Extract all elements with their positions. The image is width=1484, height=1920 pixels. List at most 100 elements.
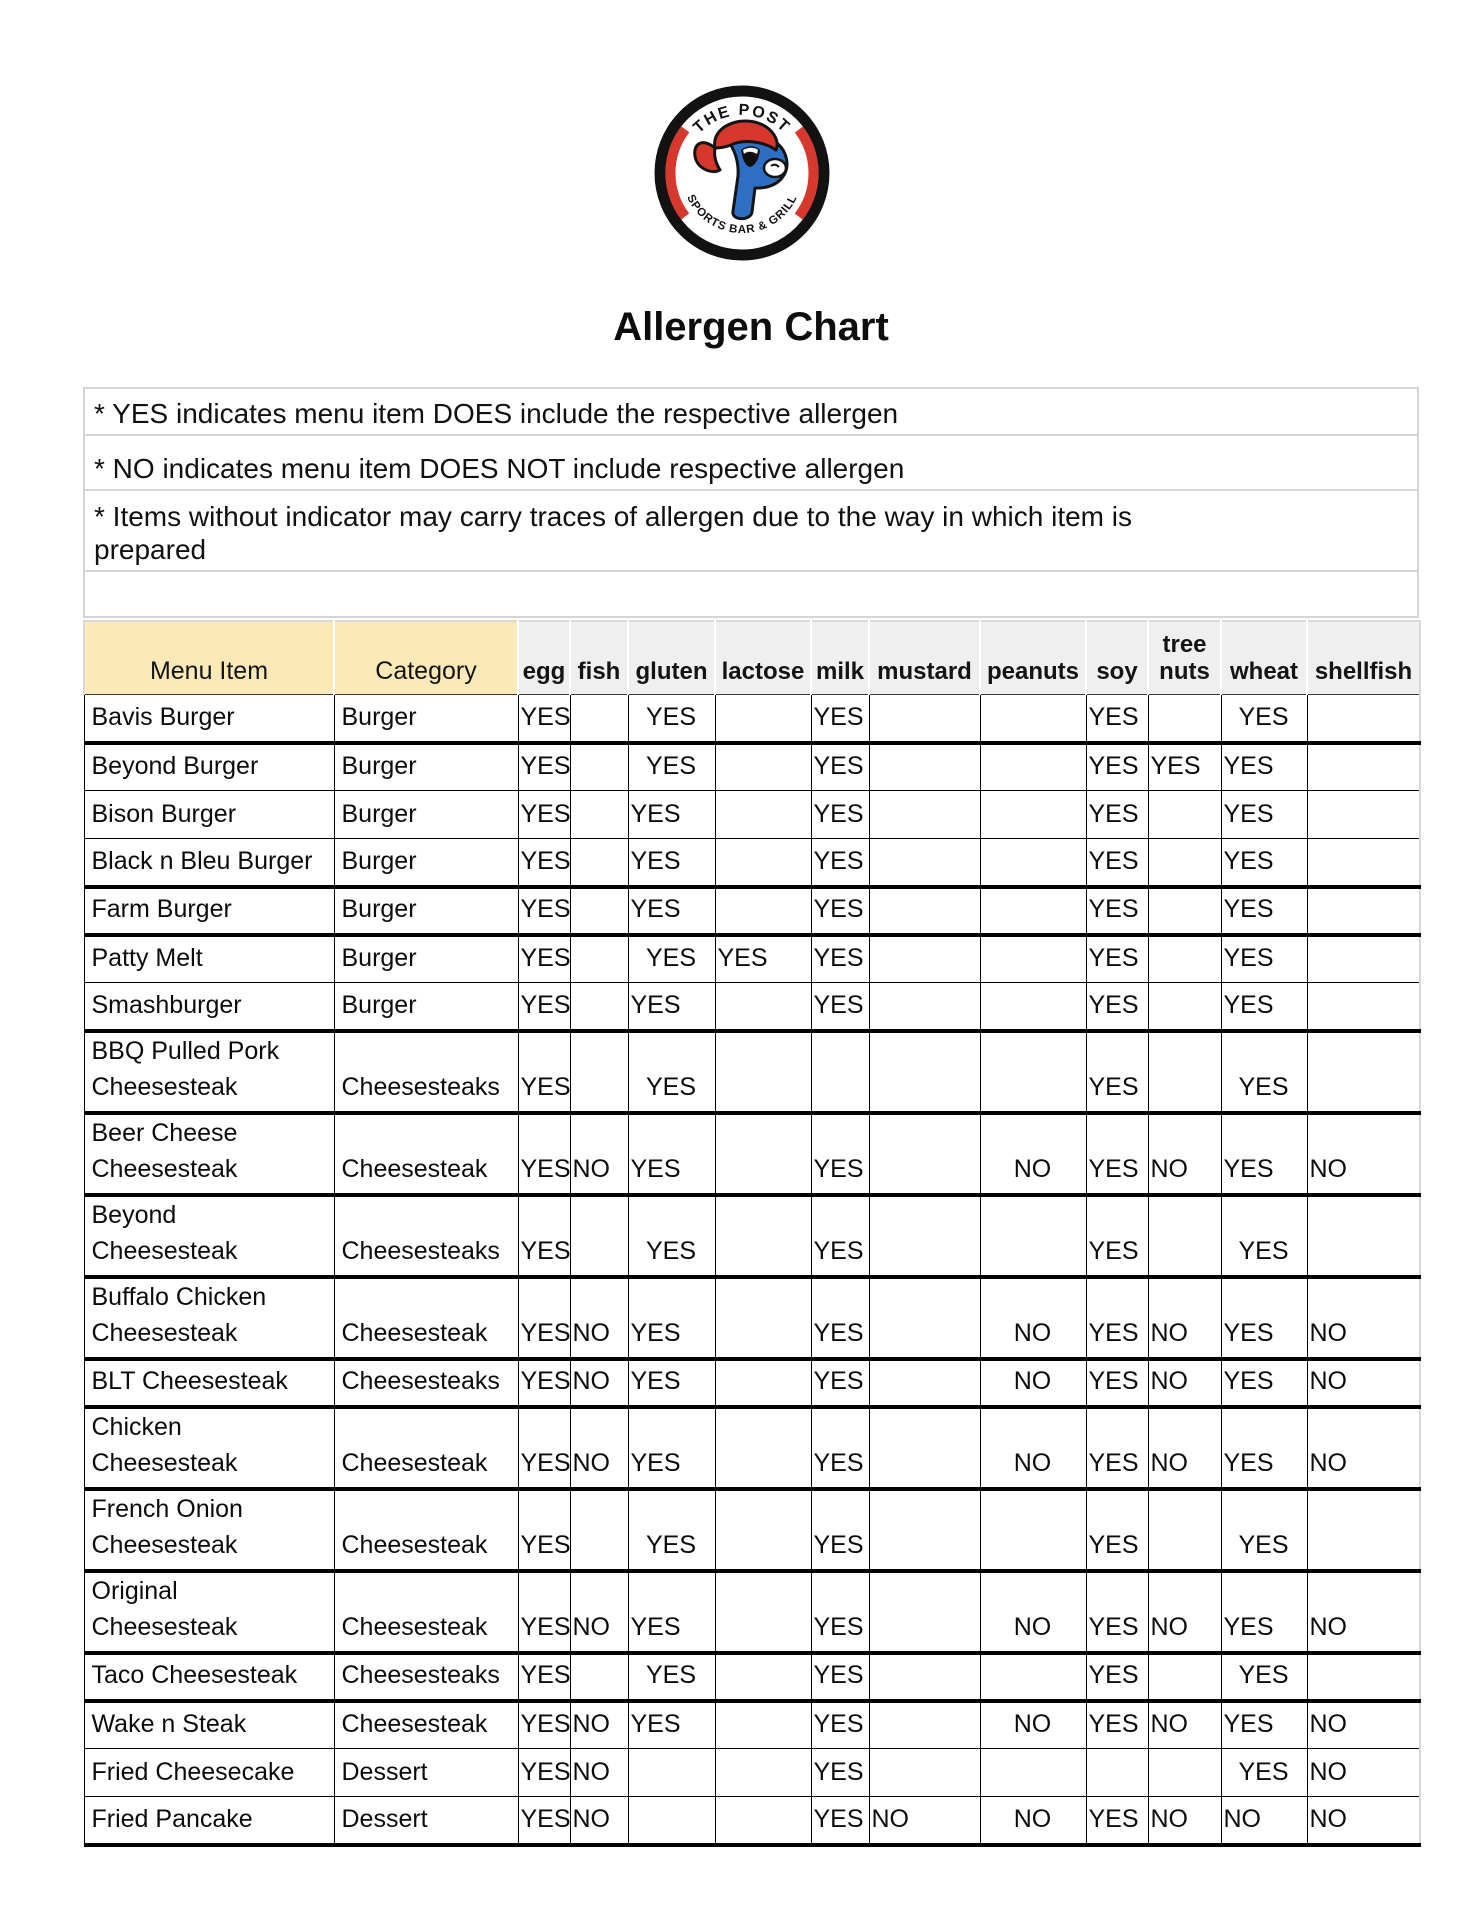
allergen-value-cell-tree-nuts — [1147, 982, 1222, 1033]
allergen-value-cell-wheat: YES — [1220, 1276, 1308, 1361]
note-traces: * Items without indicator may carry trac… — [85, 491, 1417, 572]
logo-red-arcs — [665, 96, 819, 250]
allergen-value-cell-gluten: YES — [627, 694, 716, 745]
allergen-value-cell-milk: YES — [810, 1652, 870, 1703]
allergen-value-cell-egg: YES — [517, 1652, 571, 1703]
allergen-value-cell-mustard — [868, 742, 981, 791]
allergen-value-cell-milk: YES — [810, 1406, 870, 1491]
allergen-value-cell-shellfish: NO — [1306, 1796, 1421, 1847]
page-title: Allergen Chart — [613, 305, 889, 349]
note-no: * NO indicates menu item DOES NOT includ… — [85, 436, 1417, 491]
table-row: French Onion Cheesesteak Cheesesteak YES YE… — [83, 1488, 1421, 1573]
allergen-value-cell-fish — [569, 886, 629, 937]
allergen-value-cell-shellfish: NO — [1306, 1700, 1421, 1749]
mascot-teeth — [743, 147, 758, 154]
allergen-value-cell-shellfish: NO — [1306, 1358, 1421, 1409]
allergen-value-cell-peanuts — [979, 982, 1087, 1033]
column-header-peanuts: peanuts — [979, 620, 1087, 695]
table-row: Original Cheesesteak Cheesesteak YES NO YES Y… — [83, 1570, 1421, 1655]
allergen-value-cell-wheat: YES — [1220, 934, 1308, 983]
allergen-value-cell-fish — [569, 982, 629, 1033]
allergen-table: Menu Item Category egg fish gluten lacto… — [83, 620, 1421, 1847]
p-counter-curl — [770, 163, 780, 168]
category-cell: Cheesesteaks — [333, 1194, 519, 1279]
allergen-value-cell-peanuts — [979, 1030, 1087, 1115]
allergen-value-cell-fish: NO — [569, 1406, 629, 1491]
allergen-value-cell-mustard — [868, 982, 981, 1033]
allergen-value-cell-soy: YES — [1085, 1194, 1149, 1279]
allergen-value-cell-gluten: YES — [627, 1030, 716, 1115]
allergen-value-cell-mustard — [868, 1358, 981, 1409]
allergen-value-cell-tree-nuts: NO — [1147, 1406, 1222, 1491]
allergen-value-cell-egg: YES — [517, 1748, 571, 1797]
menu-item-cell: Bavis Burger — [83, 694, 335, 745]
allergen-value-cell-tree-nuts — [1147, 1488, 1222, 1573]
logo-mascot-p — [693, 119, 789, 221]
allergen-value-cell-lactose — [714, 1796, 812, 1847]
allergen-value-cell-peanuts — [979, 1488, 1087, 1573]
table-row: Beer Cheese Cheesesteak Cheesesteak YES NO Y… — [83, 1112, 1421, 1197]
table-row: Wake n Steak Cheesesteak YES NO YES YES NO YES N… — [83, 1700, 1421, 1749]
allergen-value-cell-soy: YES — [1085, 1276, 1149, 1361]
allergen-value-cell-tree-nuts: YES — [1147, 742, 1222, 791]
allergen-value-cell-lactose — [714, 1748, 812, 1797]
allergen-value-cell-soy: YES — [1085, 838, 1149, 889]
allergen-value-cell-wheat: YES — [1220, 1748, 1308, 1797]
category-cell: Burger — [333, 694, 519, 745]
menu-item-cell: Original Cheesesteak — [83, 1570, 335, 1655]
allergen-value-cell-tree-nuts: NO — [1147, 1276, 1222, 1361]
allergen-value-cell-egg: YES — [517, 1030, 571, 1115]
allergen-value-cell-lactose — [714, 790, 812, 839]
column-header-gluten: gluten — [627, 620, 716, 695]
allergen-value-cell-shellfish: NO — [1306, 1276, 1421, 1361]
allergen-value-cell-egg: YES — [517, 838, 571, 889]
header-row: Menu Item Category egg fish gluten lacto… — [83, 620, 1421, 695]
allergen-value-cell-tree-nuts — [1147, 1194, 1222, 1279]
allergen-value-cell-gluten: YES — [627, 1406, 716, 1491]
table-body: Bavis Burger Burger YES YES YES YES YES Beyond … — [83, 694, 1421, 1847]
allergen-value-cell-tree-nuts — [1147, 1748, 1222, 1797]
allergen-value-cell-lactose — [714, 1570, 812, 1655]
allergen-value-cell-wheat: YES — [1220, 1652, 1308, 1703]
allergen-value-cell-tree-nuts: NO — [1147, 1570, 1222, 1655]
table-row: Black n Bleu Burger Burger YES YES YES YES YES — [83, 838, 1421, 889]
allergen-value-cell-shellfish — [1306, 1488, 1421, 1573]
allergen-value-cell-mustard — [868, 1570, 981, 1655]
category-cell: Cheesesteaks — [333, 1358, 519, 1409]
table-row: Chicken Cheesesteak Cheesesteak YES NO YES YE… — [83, 1406, 1421, 1491]
allergen-value-cell-soy: YES — [1085, 1570, 1149, 1655]
allergen-value-cell-mustard — [868, 1488, 981, 1573]
allergen-value-cell-gluten: YES — [627, 1570, 716, 1655]
menu-item-cell: Fried Pancake — [83, 1796, 335, 1847]
allergen-value-cell-wheat: YES — [1220, 982, 1308, 1033]
allergen-value-cell-shellfish — [1306, 838, 1421, 889]
note-yes: * YES indicates menu item DOES include t… — [85, 389, 1417, 436]
allergen-value-cell-peanuts — [979, 1194, 1087, 1279]
column-header-soy: soy — [1085, 620, 1149, 695]
allergen-value-cell-peanuts — [979, 790, 1087, 839]
allergen-value-cell-soy: YES — [1085, 886, 1149, 937]
table-row: Fried Cheesecake Dessert YES NO YES YES NO — [83, 1748, 1421, 1797]
allergen-value-cell-lactose — [714, 1194, 812, 1279]
allergen-value-cell-peanuts — [979, 742, 1087, 791]
allergen-value-cell-fish: NO — [569, 1112, 629, 1197]
menu-item-cell: Fried Cheesecake — [83, 1748, 335, 1797]
category-cell: Cheesesteak — [333, 1700, 519, 1749]
category-cell: Cheesesteak — [333, 1488, 519, 1573]
allergen-value-cell-lactose — [714, 1030, 812, 1115]
allergen-value-cell-peanuts — [979, 1652, 1087, 1703]
allergen-value-cell-lactose — [714, 1358, 812, 1409]
allergen-value-cell-wheat: YES — [1220, 694, 1308, 745]
allergen-value-cell-milk: YES — [810, 1488, 870, 1573]
table-row: Farm Burger Burger YES YES YES YES YES — [83, 886, 1421, 937]
allergen-value-cell-gluten: YES — [627, 838, 716, 889]
allergen-value-cell-mustard — [868, 1700, 981, 1749]
allergen-value-cell-gluten: YES — [627, 886, 716, 937]
allergen-value-cell-peanuts — [979, 1748, 1087, 1797]
allergen-value-cell-gluten: YES — [627, 1488, 716, 1573]
allergen-value-cell-milk: YES — [810, 1358, 870, 1409]
allergen-value-cell-soy: YES — [1085, 790, 1149, 839]
allergen-value-cell-lactose — [714, 1112, 812, 1197]
allergen-value-cell-peanuts — [979, 694, 1087, 745]
allergen-value-cell-egg: YES — [517, 1112, 571, 1197]
